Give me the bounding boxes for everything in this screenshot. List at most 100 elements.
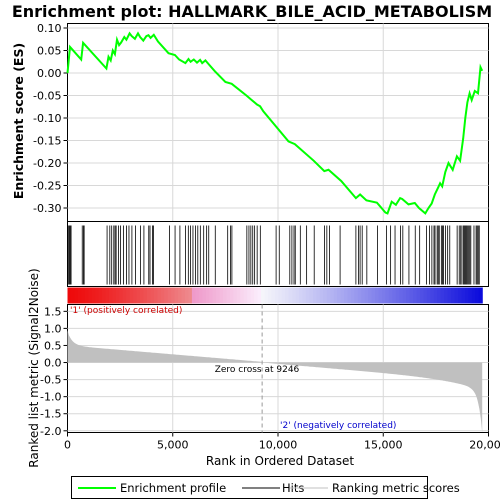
colorbar-segment [361,287,366,304]
colorbar-segment [153,287,158,304]
colorbar-segment [316,287,321,304]
colorbar-segment [305,287,310,304]
colorbar-segment [385,287,390,304]
colorbar-segment [419,287,425,304]
colorbar-segment [257,287,262,304]
es-tick-label: -0.10 [33,112,61,125]
colorbar-segment [105,287,110,304]
colorbar-segment [426,287,431,304]
colorbar-segment [309,287,314,304]
colorbar-segment [129,287,134,304]
metric-tick-label: -2.0 [40,425,61,438]
colorbar-segment [454,287,459,304]
colorbar-segment [98,287,103,304]
colorbar-segment [464,287,469,304]
colorbar-segment [461,287,466,304]
colorbar-segment [174,287,179,304]
metric-tick-label: -1.0 [40,391,61,404]
colorbar-segment [375,287,380,304]
colorbar-segment [423,287,428,304]
colorbar-segment [323,287,328,304]
positive-correlated-label: '1' (positively correlated) [70,306,182,316]
colorbar-segment [395,287,400,304]
colorbar-segment [195,287,200,304]
colorbar-segment [288,287,293,304]
colorbar-segment [343,287,349,304]
x-axis-title: Rank in Ordered Dataset [206,454,354,468]
colorbar-segment [216,287,221,304]
colorbar-segment [354,287,359,304]
colorbar-segment [91,287,96,304]
negative-correlated-label: '2' (negatively correlated) [280,421,396,431]
metric-tick-label: 1.0 [44,322,62,335]
colorbar-segment [81,287,86,304]
rank-colorbar [67,287,483,304]
colorbar-segment [326,287,331,304]
colorbar-segment [67,287,72,304]
colorbar-segment [95,287,100,304]
metric-tick-label: -1.5 [40,408,61,421]
es-tick-label: -0.25 [33,180,61,193]
colorbar-segment [340,287,345,304]
colorbar-segment [243,287,248,304]
x-axis: 0 5,000 10,000 15,000 20,000 [64,432,500,452]
colorbar-segment [240,287,245,304]
colorbar-segment [451,287,456,304]
colorbar-segment [278,287,283,304]
colorbar-segment [108,287,114,304]
zero-cross-label: Zero cross at 9246 [215,365,300,375]
x-tick-label: 15,000 [364,439,403,452]
colorbar-segment [333,287,338,304]
colorbar-segment [368,287,373,304]
colorbar-segment [122,287,127,304]
colorbar-segment [77,287,82,304]
colorbar-segment [350,287,355,304]
colorbar-segment [457,287,463,304]
colorbar-segment [146,287,152,304]
colorbar-segment [126,287,131,304]
colorbar-segment [319,287,324,304]
colorbar-segment [171,287,176,304]
colorbar-segment [433,287,438,304]
colorbar-segment [292,287,297,304]
metric-tick-label: -0.5 [40,374,61,387]
colorbar-segment [219,287,224,304]
colorbar-segment [409,287,414,304]
colorbar-segment [471,287,476,304]
es-tick-label: 0.00 [37,67,62,80]
colorbar-segment [475,287,480,304]
colorbar-segment [157,287,162,304]
colorbar-segment [133,287,138,304]
colorbar-segment [88,287,93,304]
colorbar-segment [281,287,286,304]
colorbar-segment [285,287,290,304]
colorbar-segment [299,287,304,304]
colorbar-segment [261,287,266,304]
colorbar-segment [295,287,300,304]
es-y-axis: 0.10 0.05 0.00 -0.05 -0.10 -0.15 -0.20 -0.25 -0.… [33,22,68,215]
colorbar-segment [102,287,107,304]
colorbar-segment [416,287,421,304]
colorbar-segment [136,287,141,304]
metric-y-axis: 1.5 1.0 0.5 0.0 -0.5 -1.0 -1.5 -2.0 [40,305,68,438]
metric-axis-title: Ranked list metric (Signal2Noise) [27,268,41,467]
colorbar-segment [437,287,442,304]
colorbar-segment [198,287,203,304]
metric-tick-label: 0.5 [44,339,62,352]
colorbar-segment [191,287,196,304]
metric-tick-label: 0.0 [44,357,62,370]
colorbar-segment [164,287,169,304]
colorbar-segment [378,287,383,304]
colorbar-segment [364,287,369,304]
colorbar-segment [233,287,238,304]
colorbar-segment [302,287,307,304]
es-tick-label: -0.05 [33,90,61,103]
colorbar-segment [140,287,145,304]
colorbar-segment [274,287,279,304]
colorbar-segment [160,287,165,304]
x-tick-label: 0 [64,439,71,452]
es-tick-label: -0.15 [33,135,61,148]
colorbar-segment [112,287,117,304]
colorbar-segment [247,287,252,304]
